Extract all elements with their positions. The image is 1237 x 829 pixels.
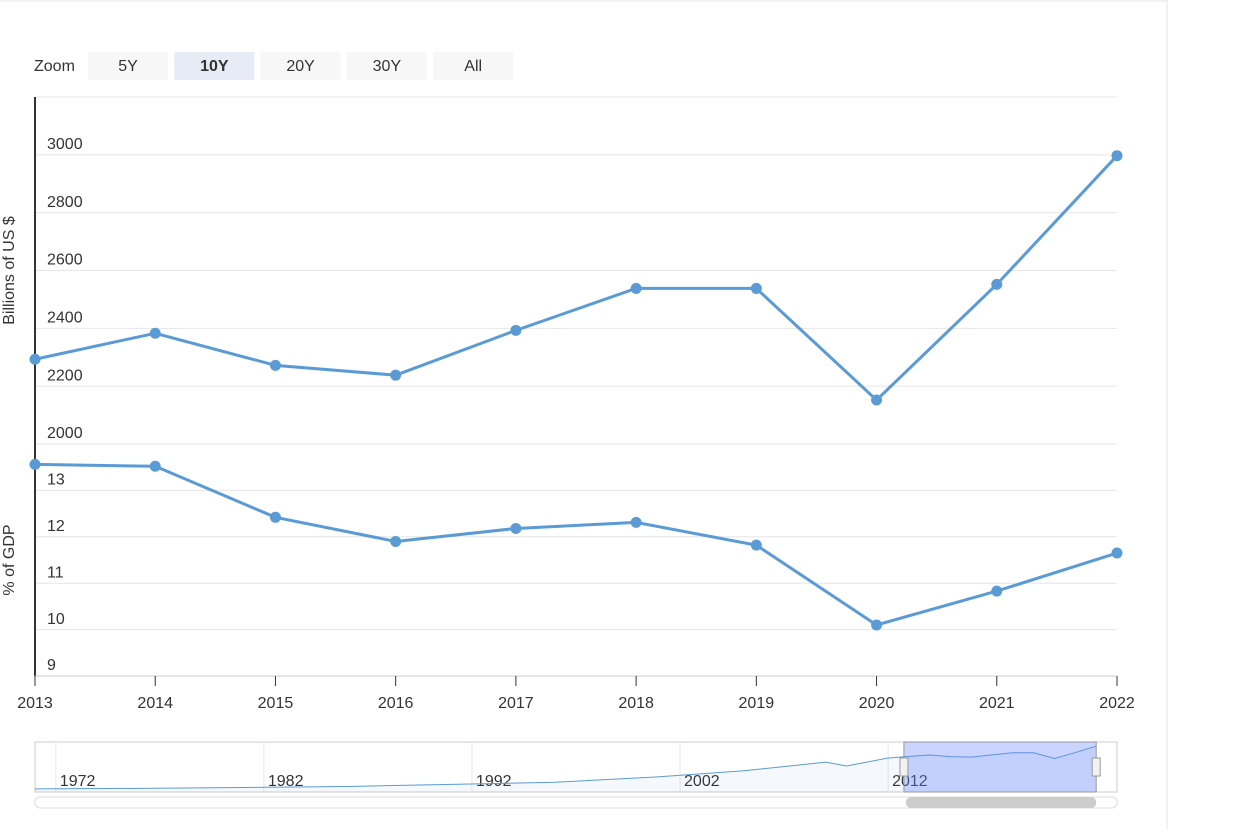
- y-tick-label: 2600: [47, 252, 83, 269]
- navigator-handle-box: [899, 757, 909, 777]
- zoom-button-label: 5Y: [118, 58, 138, 75]
- y-tick-label: 2800: [47, 194, 83, 211]
- y-tick-label: 2000: [47, 425, 83, 442]
- point: [390, 369, 402, 381]
- point: [269, 511, 281, 523]
- navigator-tick-label: 1972: [60, 773, 96, 790]
- x-tick-label: 2021: [979, 695, 1015, 712]
- zoom-button[interactable]: 10Y: [174, 52, 255, 80]
- point: [390, 535, 402, 547]
- zoom-label: Zoom: [34, 58, 75, 75]
- x-tick-label: 2020: [859, 695, 895, 712]
- x-tick-label: 2013: [17, 695, 53, 712]
- scrollbar-thumb[interactable]: [905, 797, 1097, 808]
- y-tick-label: 3000: [47, 136, 83, 153]
- navigator-handle[interactable]: [1091, 757, 1101, 777]
- y-tick-label: 2200: [47, 367, 83, 384]
- axis-title: % of GDP: [1, 524, 18, 595]
- scrollbar-track: [34, 796, 1118, 809]
- point: [269, 359, 281, 371]
- point: [510, 522, 522, 534]
- zoom-button-label: 10Y: [200, 58, 229, 75]
- point: [29, 353, 41, 365]
- point: [991, 278, 1003, 290]
- x-tick-label: 2017: [498, 695, 534, 712]
- point: [630, 516, 642, 528]
- y-tick-label: 13: [47, 472, 65, 489]
- point: [630, 282, 642, 294]
- zoom-button-bg: [433, 52, 514, 80]
- zoom-button[interactable]: 30Y: [346, 52, 427, 80]
- navigator-mask: [903, 741, 1097, 793]
- axis-title: Billions of US $: [1, 216, 18, 325]
- navigator-handle[interactable]: [899, 757, 909, 777]
- point: [750, 282, 762, 294]
- x-tick-label: 2018: [618, 695, 654, 712]
- y-tick-label: 10: [47, 611, 65, 628]
- point: [149, 327, 161, 339]
- x-tick-label: 2019: [739, 695, 775, 712]
- point: [1111, 547, 1123, 559]
- zoom-button-bg: [346, 52, 427, 80]
- zoom-button-label: All: [464, 58, 482, 75]
- zoom-button[interactable]: 20Y: [260, 52, 341, 80]
- series-line: [34, 154, 1119, 403]
- series-line: [34, 462, 1118, 627]
- zoom-button[interactable]: 5Y: [88, 52, 168, 80]
- navigator-tick-label: 1992: [476, 773, 512, 790]
- navigator-area: [35, 746, 1097, 792]
- point: [871, 394, 883, 406]
- x-tick-label: 2022: [1099, 695, 1135, 712]
- navigator-bg: [34, 741, 1118, 793]
- point: [750, 539, 762, 551]
- point: [871, 619, 883, 631]
- navigator-handle-box: [1091, 757, 1101, 777]
- point: [149, 460, 161, 472]
- x-tick-label: 2016: [378, 695, 414, 712]
- zoom-button-label: 30Y: [373, 58, 402, 75]
- zoom-button-bg: [88, 52, 168, 80]
- y-tick-label: 9: [47, 657, 56, 674]
- y-tick-label: 12: [47, 518, 65, 535]
- zoom-button-bg: [174, 52, 255, 80]
- y-tick-label: 11: [47, 564, 64, 581]
- x-tick-label: 2014: [137, 695, 173, 712]
- point: [29, 458, 41, 470]
- navigator-tick-label: 2012: [892, 773, 928, 790]
- y-tick-label: 2400: [47, 310, 83, 327]
- zoom-button-bg: [260, 52, 341, 80]
- point: [510, 324, 522, 336]
- navigator-tick-label: 1982: [268, 773, 304, 790]
- zoom-button-label: 20Y: [286, 58, 315, 75]
- zoom-button[interactable]: All: [433, 52, 514, 80]
- point: [1111, 150, 1123, 162]
- navigator-line: [34, 745, 1097, 790]
- x-tick-label: 2015: [258, 695, 294, 712]
- point: [991, 585, 1003, 597]
